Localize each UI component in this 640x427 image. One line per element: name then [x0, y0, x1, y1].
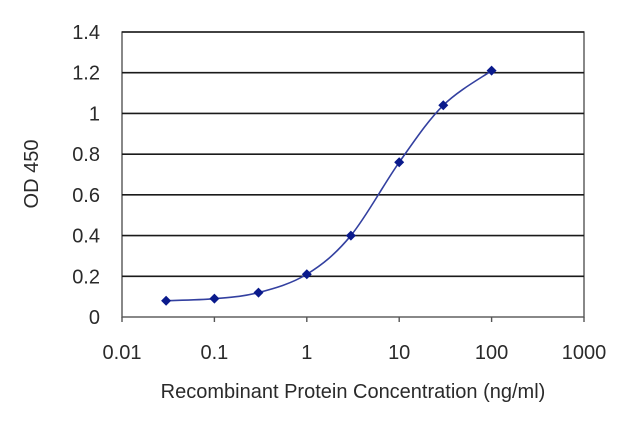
- x-tick-label: 1: [301, 342, 312, 364]
- data-point-marker: [486, 65, 497, 76]
- data-point-marker: [209, 293, 220, 304]
- y-tick-label: 0.8: [72, 144, 100, 166]
- data-point-marker: [301, 269, 312, 280]
- data-point-marker: [438, 100, 449, 111]
- y-tick-label: 0.4: [72, 226, 100, 248]
- x-tick-label: 1000: [562, 342, 607, 364]
- y-tick-label: 0.2: [72, 266, 100, 288]
- data-point-marker: [345, 230, 356, 241]
- x-tick-label: 100: [475, 342, 508, 364]
- gridlines: [122, 31, 584, 278]
- x-tick-label: 0.01: [103, 342, 142, 364]
- y-tick-label: 1: [89, 103, 100, 125]
- y-tick-label: 1.2: [72, 63, 100, 85]
- y-axis-title: OD 450: [21, 140, 43, 209]
- y-tick-label: 0: [89, 307, 100, 329]
- x-tick-label: 10: [388, 342, 410, 364]
- plot-area: [121, 31, 585, 318]
- fitted-curve: [166, 70, 493, 302]
- y-tick-labels: 0 0.2 0.4 0.6 0.8 1 1.2 1.4: [72, 22, 100, 329]
- y-tick-label: 1.4: [72, 22, 100, 44]
- data-point-marker: [253, 287, 264, 298]
- y-tick-label: 0.6: [72, 185, 100, 207]
- data-point-marker: [161, 295, 172, 306]
- x-tick-label: 0.1: [200, 342, 228, 364]
- x-tick-labels: 0.01 0.1 1 10 100 1000: [103, 342, 607, 364]
- data-points: [161, 65, 497, 306]
- data-point-marker: [394, 157, 405, 168]
- x-axis-title: Recombinant Protein Concentration (ng/ml…: [161, 381, 546, 403]
- x-tick-marks: [121, 317, 585, 322]
